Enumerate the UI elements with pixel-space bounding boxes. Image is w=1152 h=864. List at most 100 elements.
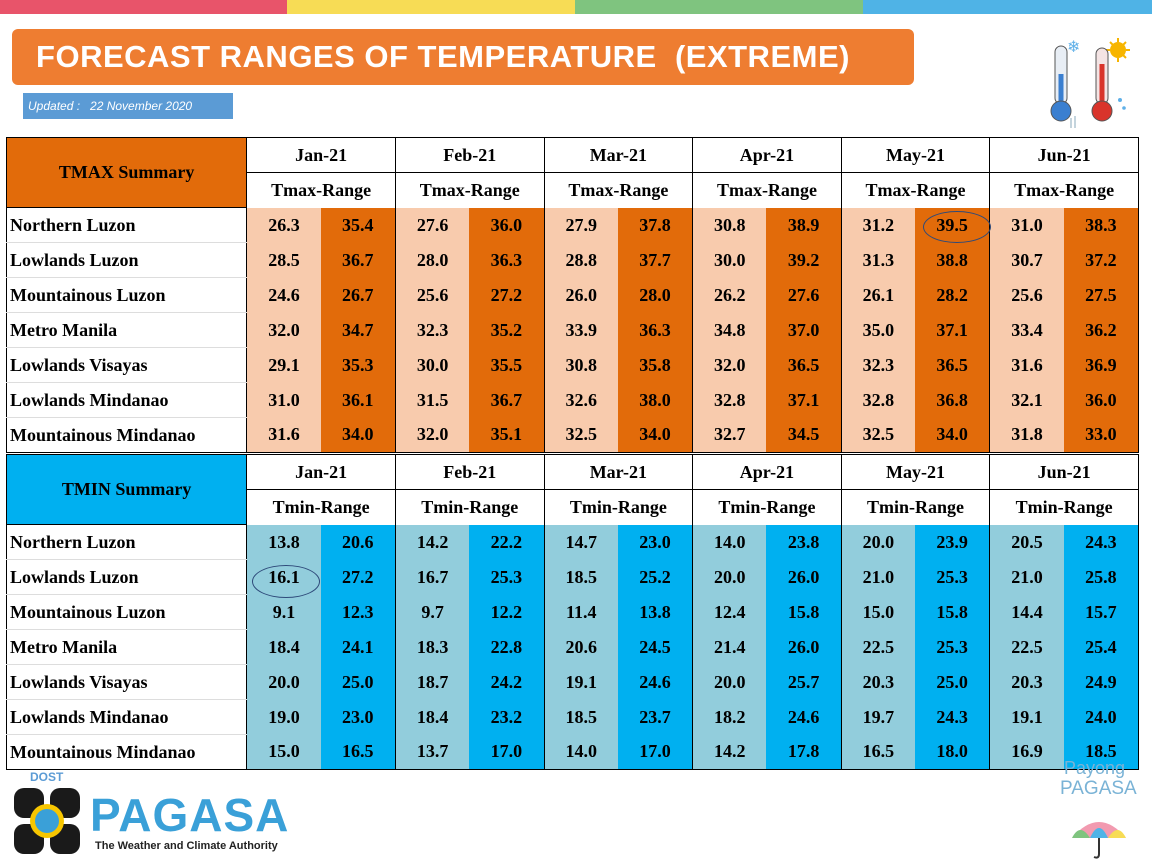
region-name: Mountainous Luzon bbox=[5, 277, 247, 313]
table-row: Lowlands Luzon 16.1 27.2 16.7 25.3 18.5 25.2 20… bbox=[5, 559, 1139, 595]
table-row: Mountainous Luzon 9.1 12.3 9.7 12.2 11.4 13.8 1… bbox=[5, 594, 1139, 630]
top-stripe-yellow bbox=[287, 0, 575, 14]
range-high-value: 22.2 bbox=[469, 524, 545, 560]
range-low-value: 16.7 bbox=[394, 559, 470, 595]
page-title: FORECAST RANGES OF TEMPERATURE (EXTREME) bbox=[12, 29, 914, 85]
tmax-month-header: Jun-21 bbox=[989, 137, 1139, 173]
region-name: Mountainous Luzon bbox=[5, 594, 247, 630]
tmax-month-header: Feb-21 bbox=[394, 137, 545, 173]
range-low-value: 31.2 bbox=[840, 207, 916, 243]
range-low-value: 34.8 bbox=[692, 312, 767, 348]
range-high-value: 15.8 bbox=[915, 594, 991, 630]
range-low-value: 20.3 bbox=[989, 664, 1064, 700]
range-high-value: 39.5 bbox=[915, 207, 991, 243]
range-low-value: 24.6 bbox=[246, 277, 321, 313]
range-high-value: 23.7 bbox=[617, 699, 694, 735]
region-name: Lowlands Visayas bbox=[5, 664, 247, 700]
pagasa-tagline: The Weather and Climate Authority bbox=[95, 840, 278, 852]
dost-label: DOST bbox=[30, 770, 64, 784]
range-low-value: 30.8 bbox=[543, 347, 618, 383]
range-high-value: 36.3 bbox=[617, 312, 694, 348]
range-low-value: 20.0 bbox=[840, 524, 916, 560]
range-low-value: 9.1 bbox=[246, 594, 321, 630]
range-high-value: 35.2 bbox=[469, 312, 545, 348]
range-low-value: 32.8 bbox=[692, 382, 767, 418]
range-low-value: 32.3 bbox=[394, 312, 470, 348]
range-high-value: 25.3 bbox=[915, 629, 991, 665]
range-high-value: 28.0 bbox=[617, 277, 694, 313]
range-low-value: 14.7 bbox=[543, 524, 618, 560]
range-low-value: 31.8 bbox=[989, 417, 1064, 453]
payong-pagasa-label: PAGASA bbox=[1060, 778, 1137, 799]
range-low-value: 14.4 bbox=[989, 594, 1064, 630]
range-low-value: 22.5 bbox=[989, 629, 1064, 665]
range-high-value: 37.8 bbox=[617, 207, 694, 243]
range-low-value: 33.9 bbox=[543, 312, 618, 348]
tmin-month-header: Mar-21 bbox=[543, 454, 694, 490]
tmax-month-header: Jan-21 bbox=[246, 137, 396, 173]
range-high-value: 37.1 bbox=[766, 382, 842, 418]
range-low-value: 19.0 bbox=[246, 699, 321, 735]
range-low-value: 28.5 bbox=[246, 242, 321, 278]
range-low-value: 14.0 bbox=[543, 734, 618, 770]
tmax-range-label: Tmax-Range bbox=[246, 172, 396, 208]
range-low-value: 21.0 bbox=[989, 559, 1064, 595]
table-row: Lowlands Visayas 20.0 25.0 18.7 24.2 19.1 24.6… bbox=[5, 664, 1139, 700]
range-low-value: 32.3 bbox=[840, 347, 916, 383]
range-low-value: 19.1 bbox=[543, 664, 618, 700]
range-high-value: 25.7 bbox=[766, 664, 842, 700]
tmin-range-label: Tmin-Range bbox=[246, 489, 396, 525]
range-high-value: 38.9 bbox=[766, 207, 842, 243]
range-low-value: 32.0 bbox=[394, 417, 470, 453]
region-name: Lowlands Luzon bbox=[5, 242, 247, 278]
tmin-range-label: Tmin-Range bbox=[394, 489, 545, 525]
range-low-value: 30.7 bbox=[989, 242, 1064, 278]
table-row: Northern Luzon 13.8 20.6 14.2 22.2 14.7 23.0 14… bbox=[5, 524, 1139, 560]
thermometer-hot-icon bbox=[1091, 38, 1130, 122]
table-row: Mountainous Mindanao 31.6 34.0 32.0 35.1 32.5… bbox=[5, 417, 1139, 453]
thermometer-cold-icon: ❄ bbox=[1050, 37, 1080, 128]
region-name: Lowlands Mindanao bbox=[5, 382, 247, 418]
range-low-value: 16.5 bbox=[840, 734, 916, 770]
region-name: Northern Luzon bbox=[5, 207, 247, 243]
tmax-month-header: May-21 bbox=[840, 137, 991, 173]
region-name: Lowlands Luzon bbox=[5, 559, 247, 595]
range-low-value: 20.5 bbox=[989, 524, 1064, 560]
region-name: Metro Manila bbox=[5, 312, 247, 348]
range-high-value: 23.2 bbox=[469, 699, 545, 735]
range-high-value: 34.7 bbox=[320, 312, 396, 348]
range-low-value: 18.7 bbox=[394, 664, 470, 700]
region-name: Lowlands Visayas bbox=[5, 347, 247, 383]
range-high-value: 37.7 bbox=[617, 242, 694, 278]
region-name: Mountainous Mindanao bbox=[5, 734, 247, 770]
range-low-value: 15.0 bbox=[246, 734, 321, 770]
range-low-value: 30.8 bbox=[692, 207, 767, 243]
range-low-value: 32.5 bbox=[840, 417, 916, 453]
range-high-value: 37.2 bbox=[1063, 242, 1139, 278]
range-high-value: 24.1 bbox=[320, 629, 396, 665]
top-stripe-blue bbox=[863, 0, 1152, 14]
range-high-value: 25.4 bbox=[1063, 629, 1139, 665]
tmin-month-header: Apr-21 bbox=[692, 454, 842, 490]
range-high-value: 23.8 bbox=[766, 524, 842, 560]
range-low-value: 31.5 bbox=[394, 382, 470, 418]
range-low-value: 18.5 bbox=[543, 559, 618, 595]
range-high-value: 17.0 bbox=[617, 734, 694, 770]
range-high-value: 17.8 bbox=[766, 734, 842, 770]
tmax-summary-header: TMAX Summary bbox=[5, 137, 248, 208]
table-row: Lowlands Luzon 28.5 36.7 28.0 36.3 28.8 37.7 30… bbox=[5, 242, 1139, 278]
range-low-value: 18.3 bbox=[394, 629, 470, 665]
range-high-value: 24.3 bbox=[1063, 524, 1139, 560]
range-low-value: 20.0 bbox=[692, 664, 767, 700]
range-high-value: 35.1 bbox=[469, 417, 545, 453]
range-low-value: 30.0 bbox=[394, 347, 470, 383]
range-high-value: 24.2 bbox=[469, 664, 545, 700]
tmin-range-label: Tmin-Range bbox=[840, 489, 991, 525]
updated-label: Updated : 22 November 2020 bbox=[23, 93, 233, 119]
range-high-value: 36.2 bbox=[1063, 312, 1139, 348]
tmin-summary-header: TMIN Summary bbox=[5, 454, 248, 525]
range-low-value: 16.1 bbox=[246, 559, 321, 595]
tmin-month-header: May-21 bbox=[840, 454, 991, 490]
region-name: Lowlands Mindanao bbox=[5, 699, 247, 735]
range-low-value: 32.5 bbox=[543, 417, 618, 453]
